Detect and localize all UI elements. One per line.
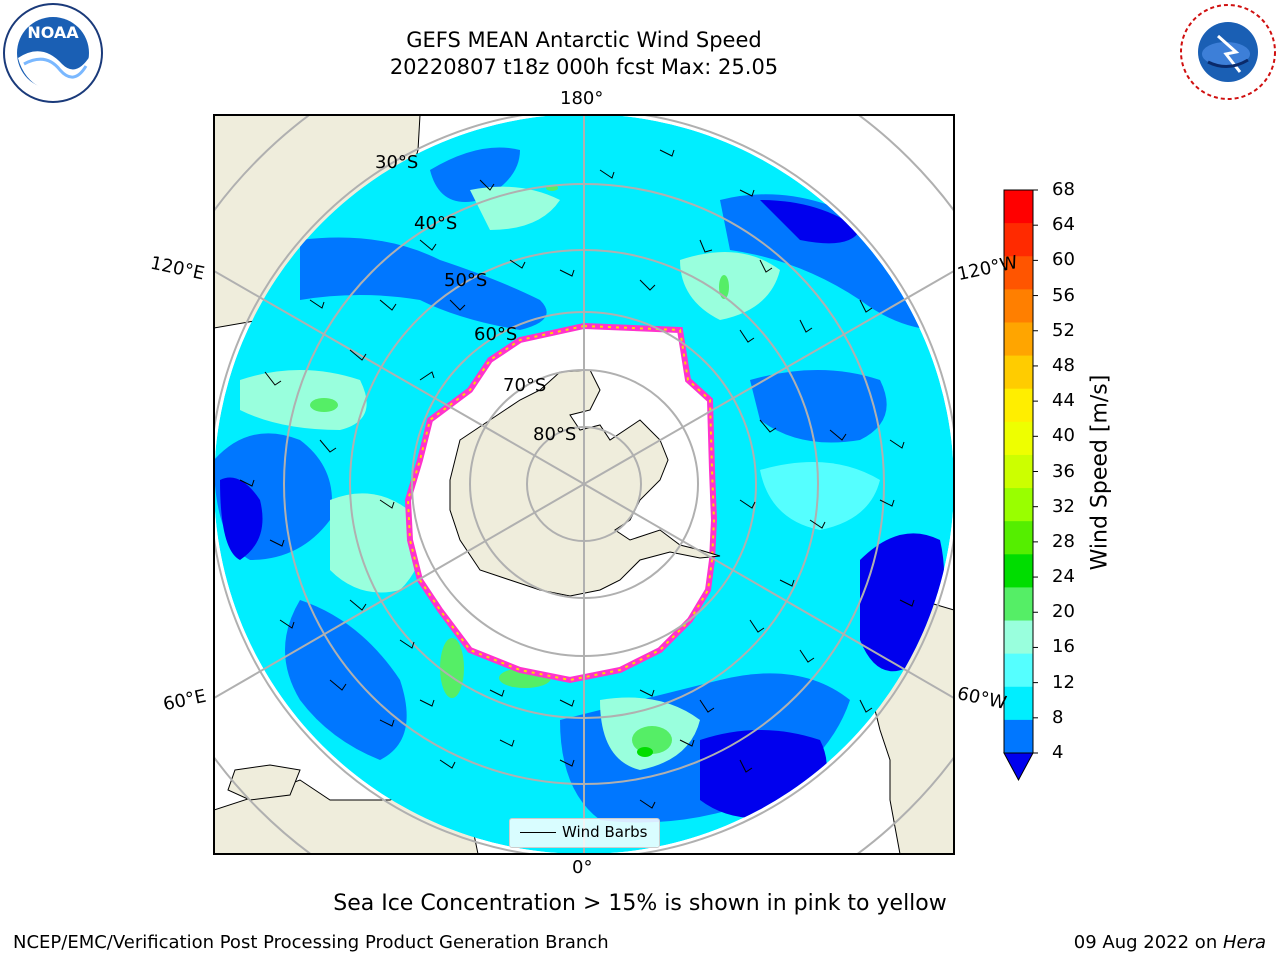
colorbar-tick-label: 48 [1052, 354, 1075, 376]
colorbar-tick-label: 56 [1052, 284, 1075, 306]
lat-label-80s: 80°S [533, 424, 577, 445]
lat-label-30s: 30°S [375, 152, 419, 173]
colorbar-segment [1004, 620, 1033, 655]
colorbar-tick-label: 64 [1052, 214, 1075, 236]
lon-label-0: 0° [572, 857, 593, 878]
sea-ice-caption: Sea Ice Concentration > 15% is shown in … [333, 891, 947, 916]
colorbar-tick-label: 60 [1052, 249, 1075, 271]
map-frame [213, 114, 955, 855]
colorbar-segment [1004, 653, 1033, 688]
colorbar-segment [1004, 256, 1033, 290]
colorbar-tick-label: 24 [1052, 566, 1075, 588]
chart-title: GEFS MEAN Antarctic Wind Speed [406, 28, 762, 52]
colorbar-segment [1004, 190, 1033, 224]
map-legend: Wind Barbs [509, 818, 660, 848]
footer-date-text: 09 Aug 2022 on [1073, 932, 1223, 953]
colorbar-segment [1004, 454, 1033, 489]
colorbar-tick-label: 52 [1052, 319, 1075, 341]
legend-label: Wind Barbs [562, 823, 648, 841]
colorbar-tick-label: 8 [1052, 706, 1064, 728]
colorbar-extend-triangle [1003, 752, 1034, 782]
footer-date: 09 Aug 2022 on Hera [1074, 932, 1266, 953]
colorbar-tick-label: 44 [1052, 390, 1075, 412]
chart-subtitle: 20220807 t18z 000h fcst Max: 25.05 [389, 55, 779, 79]
colorbar-segment [1004, 223, 1033, 257]
colorbar-segment [1004, 355, 1033, 390]
colorbar-segment [1004, 322, 1033, 357]
colorbar [1003, 189, 1038, 782]
colorbar-segment [1004, 554, 1033, 588]
colorbar-segment [1004, 488, 1033, 522]
colorbar-segment [1004, 421, 1033, 456]
nws-logo-icon [1180, 4, 1276, 100]
svg-text:NOAA: NOAA [27, 23, 79, 42]
colorbar-segment [1004, 289, 1033, 323]
colorbar-tick-label: 4 [1052, 742, 1064, 763]
colorbar-tick-label: 20 [1052, 601, 1075, 623]
colorbar-segment [1004, 719, 1033, 754]
lat-label-50s: 50°S [444, 270, 488, 291]
colorbar-segment [1004, 587, 1033, 622]
colorbar-tick-label: 68 [1052, 179, 1075, 200]
noaa-logo-icon: NOAA [3, 3, 103, 103]
footer-machine: Hera [1222, 932, 1266, 953]
colorbar-tick-label: 40 [1052, 425, 1075, 447]
colorbar-tick-label: 16 [1052, 636, 1075, 658]
colorbar-tick-label: 36 [1052, 460, 1075, 482]
graticule [214, 115, 954, 854]
colorbar-tick-label: 28 [1052, 530, 1075, 552]
colorbar-segment [1004, 521, 1033, 555]
colorbar-tick-label: 12 [1052, 671, 1075, 693]
colorbar-segment [1004, 388, 1033, 423]
wind-barb-legend-line [520, 832, 556, 833]
lat-label-70s: 70°S [503, 375, 547, 396]
lat-label-60s: 60°S [474, 324, 518, 345]
lat-label-40s: 40°S [414, 213, 458, 234]
colorbar-label: Wind Speed [m/s] [1087, 374, 1113, 571]
footer-branch: NCEP/EMC/Verification Post Processing Pr… [13, 932, 609, 953]
lon-label-180: 180° [560, 88, 604, 109]
colorbar-segment [1004, 686, 1033, 721]
wind-barbs [239, 149, 915, 809]
colorbar-tick-label: 32 [1052, 495, 1075, 517]
